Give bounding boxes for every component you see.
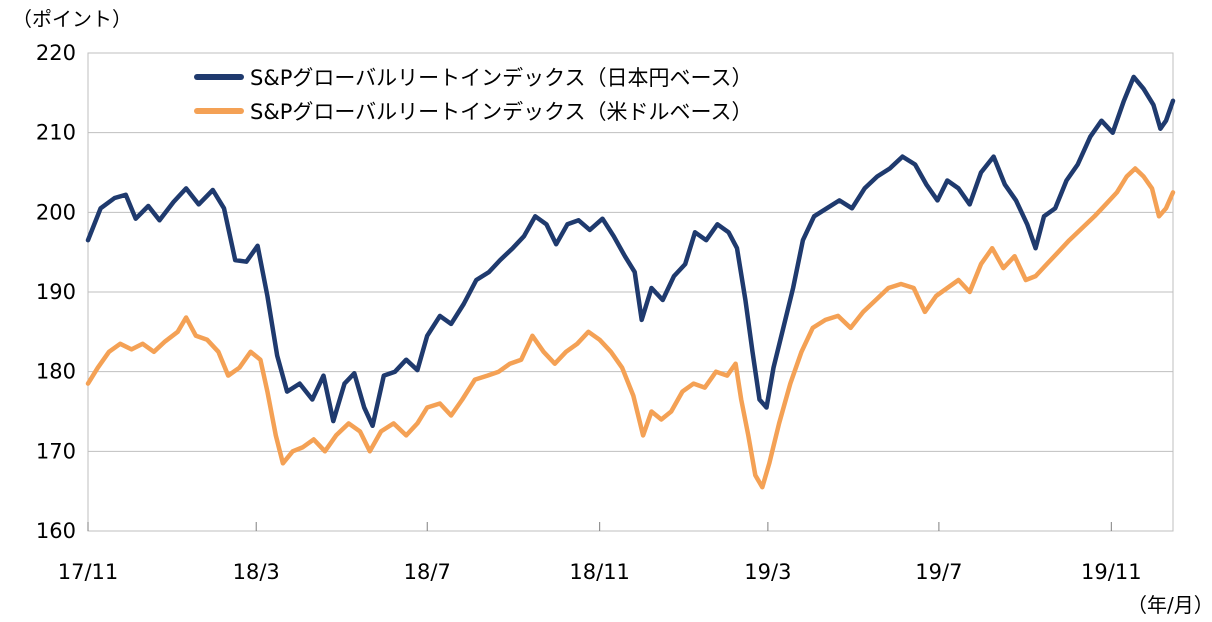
series-line-yen bbox=[85, 74, 1176, 429]
y-tick-label: 160 bbox=[36, 519, 76, 543]
y-tick-label: 210 bbox=[36, 121, 76, 145]
x-tick-label: 19/11 bbox=[1081, 560, 1142, 584]
y-tick-label: 200 bbox=[36, 200, 76, 224]
x-tick-label: 18/3 bbox=[233, 560, 280, 584]
x-axis: 17/11 18/3 18/7 18/11 19/3 19/7 19/11 bbox=[58, 522, 1142, 584]
y-axis-unit-label: （ポイント） bbox=[12, 7, 132, 31]
y-tick-label: 220 bbox=[36, 41, 76, 65]
x-tick-label: 18/7 bbox=[404, 560, 451, 584]
x-axis-unit-label: （年/月） bbox=[1127, 593, 1212, 617]
legend-label-usd: S&Pグローバルリートインデックス（米ドルベース） bbox=[250, 100, 752, 124]
x-tick-label: 19/3 bbox=[744, 560, 791, 584]
legend: S&Pグローバルリートインデックス（日本円ベース） S&Pグローバルリートインデ… bbox=[194, 66, 752, 124]
y-tick-label: 180 bbox=[36, 360, 76, 384]
series-lines bbox=[85, 74, 1176, 490]
legend-label-yen: S&Pグローバルリートインデックス（日本円ベース） bbox=[250, 66, 752, 90]
x-tick-label: 17/11 bbox=[58, 560, 119, 584]
x-tick-label: 19/7 bbox=[915, 560, 962, 584]
y-tick-label: 170 bbox=[36, 439, 76, 463]
y-tick-label: 190 bbox=[36, 280, 76, 304]
y-axis: 160 170 180 190 200 210 220 bbox=[36, 41, 76, 543]
series-line-usd bbox=[85, 166, 1176, 490]
x-tick-label: 18/11 bbox=[569, 560, 630, 584]
